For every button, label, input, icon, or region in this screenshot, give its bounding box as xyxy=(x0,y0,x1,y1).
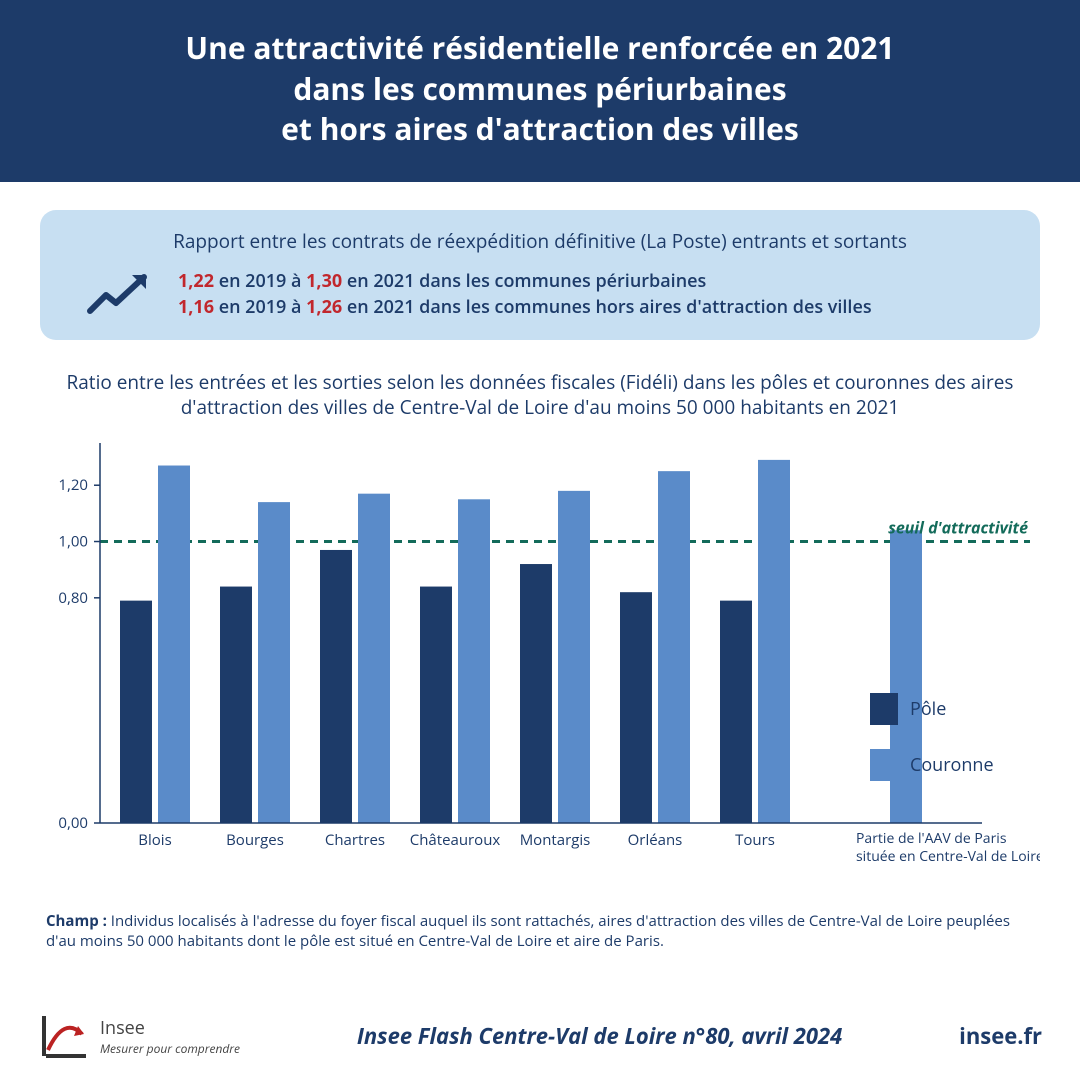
bar xyxy=(420,587,452,823)
x-category-label: Blois xyxy=(138,830,171,850)
callout-lines: 1,22 en 2019 à 1,30 en 2021 dans les com… xyxy=(178,268,872,320)
threshold-label: seuil d'attractivité xyxy=(888,516,1028,538)
x-category-label: Châteauroux xyxy=(410,830,501,850)
bar xyxy=(758,460,790,823)
bar xyxy=(658,471,690,823)
trend-up-icon xyxy=(86,269,156,319)
x-extra-label-2: située en Centre-Val de Loire xyxy=(856,847,1040,866)
footer-publication: Insee Flash Centre-Val de Loire n°80, av… xyxy=(357,1021,842,1051)
y-tick-label: 1,20 xyxy=(58,475,88,495)
champ-note: Champ : Individus localisés à l'adresse … xyxy=(46,911,1034,952)
value-2a: 1,16 xyxy=(178,295,214,319)
bar xyxy=(320,550,352,823)
header-banner: Une attractivité résidentielle renforcée… xyxy=(0,0,1080,182)
x-category-label: Tours xyxy=(735,830,775,850)
insee-logo: Insee Mesurer pour comprendre xyxy=(38,1010,240,1062)
footer: Insee Mesurer pour comprendre Insee Flas… xyxy=(0,996,1080,1080)
callout-box: Rapport entre les contrats de réexpéditi… xyxy=(40,210,1040,340)
y-tick-label: 0,00 xyxy=(58,813,88,833)
content-area: Rapport entre les contrats de réexpéditi… xyxy=(0,182,1080,952)
callout-body: 1,22 en 2019 à 1,30 en 2021 dans les com… xyxy=(68,268,1012,320)
header-line1: Une attractivité résidentielle renforcée… xyxy=(40,28,1040,69)
x-category-label: Montargis xyxy=(520,830,591,850)
header-line3: et hors aires d'attraction des villes xyxy=(40,109,1040,150)
y-tick-label: 0,80 xyxy=(58,588,88,608)
bar xyxy=(558,491,590,823)
bar xyxy=(220,587,252,823)
legend-swatch xyxy=(870,749,898,781)
callout-line-2: 1,16 en 2019 à 1,26 en 2021 dans les com… xyxy=(178,294,872,320)
x-extra-label-1: Partie de l'AAV de Paris xyxy=(856,829,1007,848)
value-1a: 1,22 xyxy=(178,269,214,293)
chart-title: Ratio entre les entrées et les sorties s… xyxy=(60,370,1020,421)
insee-logo-icon xyxy=(38,1010,90,1062)
bar xyxy=(458,499,490,823)
champ-text: Individus localisés à l'adresse du foyer… xyxy=(46,911,1010,951)
x-category-label: Bourges xyxy=(226,830,284,850)
callout-line-1: 1,22 en 2019 à 1,30 en 2021 dans les com… xyxy=(178,268,872,294)
legend-label: Couronne xyxy=(910,753,994,777)
legend-swatch xyxy=(870,693,898,725)
callout-title: Rapport entre les contrats de réexpéditi… xyxy=(68,228,1012,254)
footer-url: insee.fr xyxy=(959,1021,1042,1051)
x-category-label: Chartres xyxy=(325,830,385,850)
bar-chart: 0,00 0,80 1,00 1,20 Blois Bourges Chartres Chât… xyxy=(40,433,1040,893)
bar xyxy=(158,465,190,822)
value-1b: 1,30 xyxy=(306,269,342,293)
value-2b: 1,26 xyxy=(306,295,342,319)
bar xyxy=(120,601,152,823)
bar xyxy=(358,494,390,823)
legend-label: Pôle xyxy=(910,697,946,721)
logo-name: Insee xyxy=(100,1016,240,1040)
header-line2: dans les communes périurbaines xyxy=(40,69,1040,110)
logo-tagline: Mesurer pour comprendre xyxy=(100,1040,240,1057)
bar xyxy=(720,601,752,823)
champ-label: Champ : xyxy=(46,911,111,931)
bar xyxy=(520,564,552,823)
x-category-label: Orléans xyxy=(628,830,683,850)
bar xyxy=(258,502,290,823)
y-tick-label: 1,00 xyxy=(58,531,88,551)
bar xyxy=(620,592,652,823)
